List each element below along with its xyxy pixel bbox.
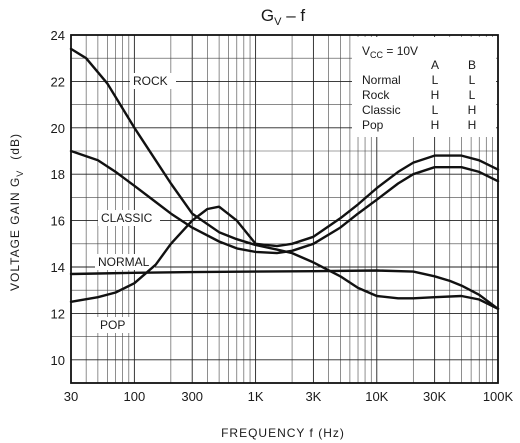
- x-tick-label: 1K: [248, 389, 264, 404]
- legend-row-a: H: [431, 88, 440, 102]
- y-tick-label: 24: [51, 28, 65, 43]
- y-tick-label: 14: [51, 260, 65, 275]
- series-label-bg: [97, 317, 131, 333]
- series-label-bg: [95, 254, 155, 270]
- legend-row-b: L: [469, 73, 476, 87]
- x-tick-label: 100: [124, 389, 146, 404]
- legend-row-b: L: [469, 88, 476, 102]
- series-label-normal: NORMAL: [98, 255, 150, 269]
- legend-header: VCC = 10V: [362, 44, 418, 60]
- legend-row-name: Normal: [362, 73, 401, 87]
- chart-title: GV – f: [261, 6, 305, 28]
- y-tick-label: 22: [51, 74, 65, 89]
- y-tick-label: 18: [51, 167, 65, 182]
- x-tick-label: 10K: [365, 389, 388, 404]
- axis-ticks: 30 100 300 1K 3K 10K 30K 100K 10 12 14 16 18 20 22 24: [51, 28, 514, 404]
- y-tick-label: 20: [51, 121, 65, 136]
- series-line-classic: [69, 149, 500, 255]
- legend-row-a: L: [432, 73, 439, 87]
- legend-row-a: H: [431, 118, 440, 132]
- x-tick-label: 3K: [305, 389, 321, 404]
- x-axis-label: FREQUENCY f (Hz): [221, 426, 345, 440]
- legend-row-b: H: [468, 103, 477, 117]
- series-label-bg: [98, 210, 160, 226]
- legend-row-a: L: [432, 103, 439, 117]
- series-label-pop: POP: [100, 318, 125, 332]
- y-axis-label: VOLTAGE GAIN GV(dB): [8, 133, 25, 291]
- x-tick-label: 100K: [483, 389, 514, 404]
- series-label-rock: ROCK: [133, 74, 168, 88]
- y-tick-label: 12: [51, 306, 65, 321]
- plot-frame: [70, 34, 499, 384]
- y-tick-label: 16: [51, 214, 65, 229]
- series-label-bg: [130, 73, 176, 89]
- x-tick-label: 30K: [423, 389, 446, 404]
- legend-column-header: A: [431, 58, 439, 72]
- legend-row-b: H: [468, 118, 477, 132]
- x-tick-label: 30: [64, 389, 78, 404]
- legend-row-name: Pop: [362, 118, 384, 132]
- series-line-pop: [69, 154, 500, 303]
- y-tick-label: 10: [51, 353, 65, 368]
- series-lines: ROCK CLASSIC NORMAL POP: [69, 47, 500, 333]
- series-line-normal: [69, 269, 500, 310]
- legend-column-header: B: [468, 58, 476, 72]
- legend-row-name: Rock: [362, 88, 390, 102]
- legend-background: [352, 37, 496, 137]
- series-label-classic: CLASSIC: [101, 211, 153, 225]
- legend-row-name: Classic: [362, 103, 401, 117]
- x-tick-label: 300: [181, 389, 203, 404]
